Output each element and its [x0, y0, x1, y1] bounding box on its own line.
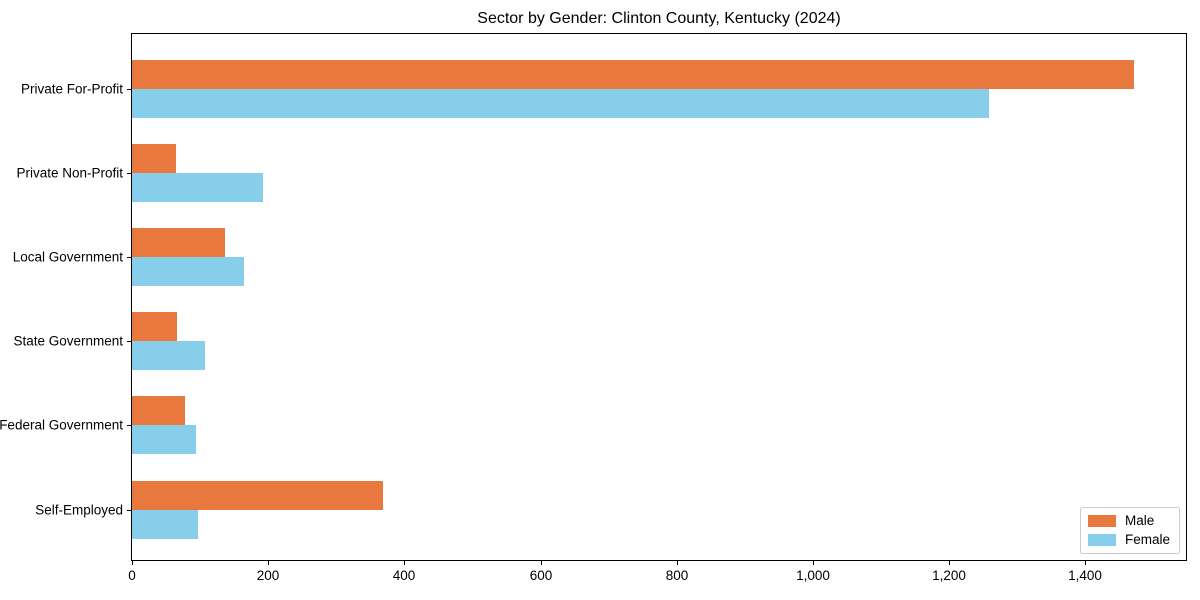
x-tick-mark [949, 560, 950, 565]
legend-label-female: Female [1124, 532, 1170, 547]
bar-female-local-government [132, 257, 244, 286]
y-tick-label-private-for-profit: Private For-Profit [20, 81, 123, 97]
y-tick-label-private-non-profit: Private Non-Profit [16, 165, 123, 181]
x-tick-label-400: 400 [392, 568, 416, 583]
x-tick-mark [541, 560, 542, 565]
y-tick-mark [127, 425, 132, 426]
bar-male-private-non-profit [132, 144, 176, 173]
bar-male-self-employed [132, 481, 383, 510]
bar-female-private-for-profit [132, 89, 989, 118]
y-tick-label-self-employed: Self-Employed [35, 502, 123, 518]
y-tick-mark [127, 257, 132, 258]
x-tick-label-800: 800 [665, 568, 689, 583]
x-tick-label-600: 600 [529, 568, 553, 583]
chart-title: Sector by Gender: Clinton County, Kentuc… [477, 10, 841, 27]
x-tick-label-1-400: 1,400 [1068, 568, 1102, 583]
x-tick-label-1-000: 1,000 [796, 568, 830, 583]
y-tick-label-state-government: State Government [13, 333, 123, 349]
bar-male-state-government [132, 312, 177, 341]
x-tick-label-0: 0 [128, 568, 136, 583]
y-tick-mark [127, 173, 132, 174]
plot-area: Private For-Profit Private Non-Profit Loca… [0, 33, 1187, 583]
bar-female-self-employed [132, 510, 198, 539]
y-tick-mark [127, 341, 132, 342]
x-tick-label-1-200: 1,200 [932, 568, 966, 583]
bar-female-federal-government [132, 425, 196, 454]
legend-row-female: Female [1087, 532, 1170, 547]
x-tick-mark [132, 560, 133, 565]
x-tick-mark [1085, 560, 1086, 565]
legend-swatch-male-icon [1087, 515, 1116, 527]
legend-row-male: Male [1087, 513, 1170, 528]
y-tick-label-federal-government: Federal Government [0, 417, 123, 433]
bar-male-private-for-profit [132, 60, 1134, 89]
y-tick-label-local-government: Local Government [12, 249, 123, 265]
x-tick-label-200: 200 [256, 568, 280, 583]
bar-male-federal-government [132, 396, 185, 425]
bar-female-private-non-profit [132, 173, 263, 202]
x-tick-mark [404, 560, 405, 565]
y-tick-mark [127, 510, 132, 511]
x-tick-mark [813, 560, 814, 565]
y-tick-mark [127, 89, 132, 90]
x-tick-mark [677, 560, 678, 565]
x-tick-mark [268, 560, 269, 565]
legend-label-male: Male [1124, 513, 1155, 528]
legend: Male Female [1079, 507, 1180, 554]
bar-female-state-government [132, 341, 205, 370]
legend-swatch-female-icon [1087, 534, 1116, 546]
bar-male-local-government [132, 228, 225, 257]
